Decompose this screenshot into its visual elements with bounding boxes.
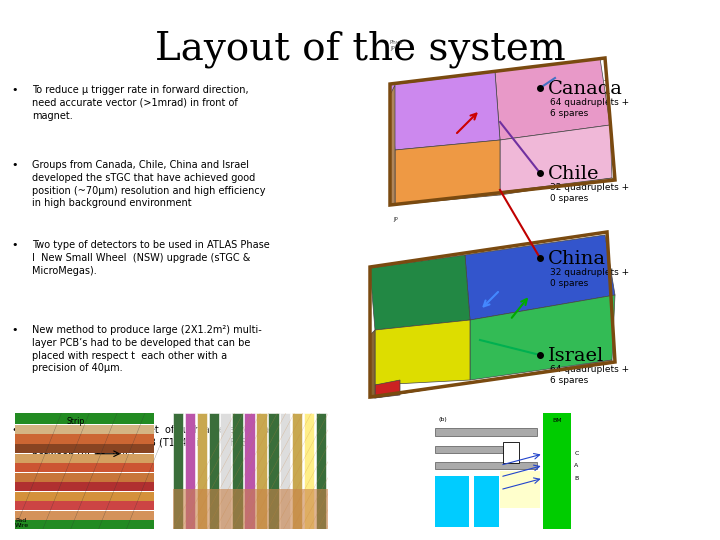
Bar xyxy=(15,435,154,443)
Text: C: C xyxy=(575,451,579,456)
Bar xyxy=(500,471,540,508)
Bar xyxy=(435,428,537,436)
Bar xyxy=(292,413,302,529)
Bar xyxy=(15,463,154,472)
Polygon shape xyxy=(375,320,470,385)
Polygon shape xyxy=(500,125,612,195)
Bar xyxy=(15,511,154,519)
Bar xyxy=(15,444,154,453)
Bar xyxy=(15,491,154,501)
Text: •: • xyxy=(11,425,17,435)
Bar xyxy=(15,413,154,422)
Text: A: A xyxy=(575,463,579,468)
Bar xyxy=(220,413,231,529)
Bar xyxy=(544,413,572,529)
Text: Chile: Chile xyxy=(548,165,600,183)
Text: Israel: Israel xyxy=(548,347,604,365)
Polygon shape xyxy=(495,58,610,140)
Text: Phys
JP: Phys JP xyxy=(390,40,403,51)
Text: 64 quadruplets +
6 spares: 64 quadruplets + 6 spares xyxy=(550,98,629,118)
Text: •: • xyxy=(11,160,17,170)
Polygon shape xyxy=(465,235,615,320)
Text: BM: BM xyxy=(552,418,562,423)
Text: Canada: Canada xyxy=(548,80,623,98)
Text: (b): (b) xyxy=(438,416,447,422)
Text: 32 quadruplets +
0 spares: 32 quadruplets + 0 spares xyxy=(550,183,629,203)
Text: 32 quadruplets +
0 spares: 32 quadruplets + 0 spares xyxy=(550,268,629,288)
Bar xyxy=(503,442,518,463)
Bar xyxy=(15,415,154,424)
Text: Layout of the system: Layout of the system xyxy=(155,30,565,68)
Bar xyxy=(474,476,498,527)
Text: First  final size quadruplet  of such a detector has
been tested at FERMILAB (T1: First final size quadruplet of such a de… xyxy=(32,425,274,461)
Text: •: • xyxy=(11,325,17,335)
Polygon shape xyxy=(395,140,500,205)
Bar xyxy=(15,472,154,482)
Text: Two type of detectors to be used in ATLAS Phase
I  New Small Wheel  (NSW) upgrad: Two type of detectors to be used in ATLA… xyxy=(32,240,270,275)
Bar xyxy=(15,501,154,510)
Text: JP: JP xyxy=(393,217,398,222)
Bar xyxy=(15,454,154,463)
Text: Pad: Pad xyxy=(15,518,26,523)
Polygon shape xyxy=(370,360,612,398)
Bar xyxy=(280,413,290,529)
Text: Strip: Strip xyxy=(66,416,84,426)
Polygon shape xyxy=(390,72,500,150)
Polygon shape xyxy=(390,85,395,205)
Polygon shape xyxy=(370,330,375,398)
Bar xyxy=(209,413,219,529)
Bar xyxy=(315,413,326,529)
Bar xyxy=(435,462,537,469)
Polygon shape xyxy=(375,380,400,398)
Bar xyxy=(304,413,314,529)
Bar xyxy=(15,520,154,529)
Text: To reduce μ trigger rate in forward direction,
need accurate vector (>1mrad) in : To reduce μ trigger rate in forward dire… xyxy=(32,85,248,120)
Polygon shape xyxy=(390,178,615,205)
Bar xyxy=(173,489,328,529)
Bar xyxy=(15,482,154,491)
Text: New method to produce large (2X1.2m²) multi-
layer PCB’s had to be developed tha: New method to produce large (2X1.2m²) mu… xyxy=(32,325,262,373)
Bar xyxy=(256,413,266,529)
Bar xyxy=(15,425,154,434)
Text: Wire: Wire xyxy=(15,523,29,528)
Text: •: • xyxy=(11,85,17,95)
Bar xyxy=(244,413,255,529)
Bar xyxy=(173,413,184,529)
Bar xyxy=(197,413,207,529)
Bar xyxy=(435,446,510,453)
Text: 64 quadruplets +
6 spares: 64 quadruplets + 6 spares xyxy=(550,365,629,385)
Text: Groups from Canada, Chile, China and Israel
developed the sTGC that have achieve: Groups from Canada, Chile, China and Isr… xyxy=(32,160,266,208)
Text: B: B xyxy=(575,476,579,481)
Bar xyxy=(233,413,243,529)
Bar xyxy=(268,413,279,529)
Bar xyxy=(435,476,469,527)
Polygon shape xyxy=(470,295,615,380)
Polygon shape xyxy=(370,255,470,330)
Text: China: China xyxy=(548,250,606,268)
Text: •: • xyxy=(11,240,17,250)
Bar xyxy=(185,413,195,529)
